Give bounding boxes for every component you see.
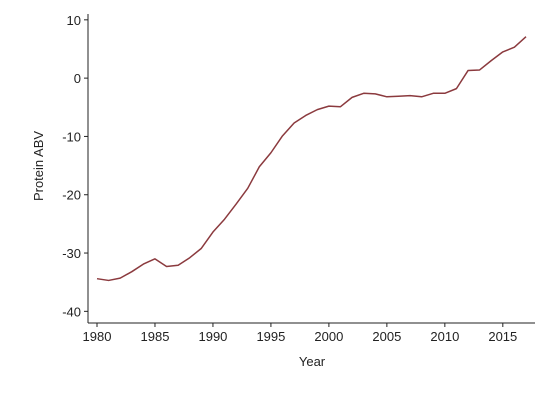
y-axis-title: Protein ABV <box>31 131 46 201</box>
x-axis: 1980 1985 1990 1995 2000 2005 2010 2015 <box>83 322 535 344</box>
x-tick-label: 2010 <box>430 329 459 344</box>
series-layer <box>96 36 527 282</box>
series-line-0 <box>96 36 527 282</box>
y-tick-label: -30 <box>62 246 81 261</box>
x-tick-label: 1985 <box>141 329 170 344</box>
y-tick-label: -20 <box>62 188 81 203</box>
x-tick-label: 2000 <box>314 329 343 344</box>
y-tick-label: 10 <box>67 13 81 28</box>
x-tick-label: 2005 <box>372 329 401 344</box>
x-tick-label: 1980 <box>83 329 112 344</box>
x-tick-label: 1990 <box>198 329 227 344</box>
y-axis: 10 0 -10 -20 -30 -40 <box>62 13 89 323</box>
x-tick-label: 1995 <box>256 329 285 344</box>
y-tick-label: -40 <box>62 304 81 319</box>
x-tick-label: 2015 <box>488 329 517 344</box>
y-tick-label: 0 <box>74 71 81 86</box>
y-tick-label: -10 <box>62 129 81 144</box>
x-axis-title: Year <box>299 354 326 369</box>
